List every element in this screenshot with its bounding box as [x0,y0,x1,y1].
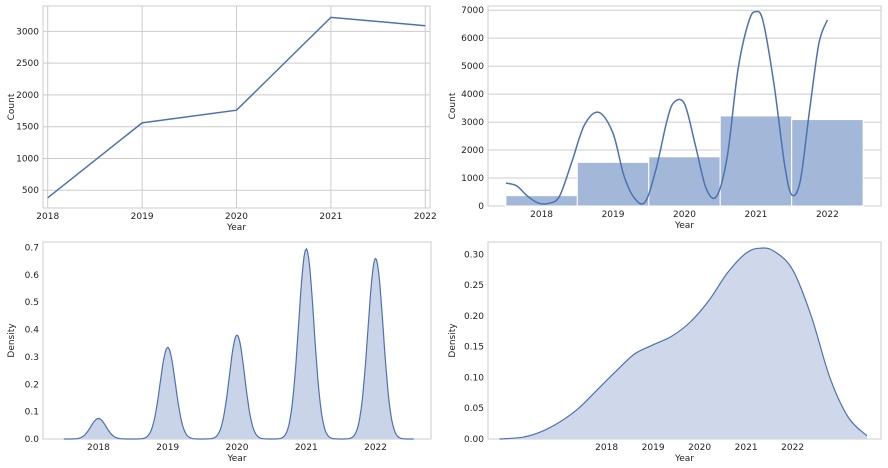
x-tick-label: 2022 [781,443,804,453]
y-tick-label: 2500 [16,59,39,69]
y-tick-label: 5000 [461,62,484,72]
x-tick-label: 2022 [816,210,839,220]
x-tick-label: 2018 [36,212,59,222]
x-tick-label: 2018 [87,443,110,453]
y-tick-label: 3000 [16,27,39,37]
y-tick-label: 0.30 [464,250,484,260]
y-tick-label: 0.3 [25,353,39,363]
chart-panel-4: 2018 2019 2020 2021 2022 0.00 0.05 0.10 0.15 0.20… [448,241,882,464]
chart-panel-2: 2018 2019 2020 2021 2022 0 1000 2000 3000 4000 500… [448,5,882,231]
y-tick-label: 0.20 [464,312,484,322]
kde-curve [505,10,829,205]
y-tick-label: 0.00 [464,435,484,445]
x-tick-label: 2022 [364,443,387,453]
x-tick-label: 2019 [156,443,179,453]
histogram-bar [648,156,721,207]
y-tick-label: 0.0 [25,435,40,445]
x-tick-label: 2021 [319,212,342,222]
y-tick-label: 2000 [16,91,39,101]
y-tick-label: 0.5 [25,298,39,308]
x-tick-label: 2020 [225,212,248,222]
x-tick-label: 2018 [530,210,553,220]
x-tick-label: 2021 [745,210,768,220]
y-tick-label: 1000 [16,154,39,164]
y-tick-label: 0.6 [25,271,40,281]
histogram-bar [576,161,650,207]
density-area-fill [63,248,414,439]
x-tick-label: 2022 [414,212,437,222]
x-tick-label: 2020 [673,210,696,220]
y-tick-label: 4000 [461,90,484,100]
density-curve [499,247,868,440]
y-tick-label: 1500 [16,123,39,133]
x-tick-label: 2021 [295,443,318,453]
y-tick-label: 1000 [461,174,484,184]
y-tick-label: 0.10 [464,373,484,383]
histogram-bar [791,119,864,207]
x-tick-label: 2020 [688,443,711,453]
y-tick-label: 0.1 [25,408,39,418]
y-tick-label: 0.2 [25,380,39,390]
x-axis-label: Year [674,454,694,464]
x-tick-label: 2019 [642,443,665,453]
density-curve [63,247,414,440]
y-tick-label: 6000 [461,34,484,44]
x-tick-label: 2019 [131,212,154,222]
density-area-fill [499,247,867,439]
y-tick-label: 0.05 [464,404,484,414]
x-tick-label: 2018 [595,443,618,453]
x-tick-label: 2020 [226,443,249,453]
chart-panel-3: 2018 2019 2020 2021 2022 0.0 0.1 0.2 0.3 0.4 0.5 0.… [7,241,432,464]
y-tick-label: 3000 [461,118,484,128]
y-tick-label: 0 [478,202,484,212]
y-tick-label: 0.4 [25,326,40,336]
x-axis-label: Year [674,221,694,231]
y-axis-label: Density [7,323,17,358]
y-tick-label: 500 [22,186,39,196]
x-axis-label: Year [226,223,246,233]
y-tick-label: 0.25 [464,281,484,291]
y-tick-label: 2000 [461,146,484,156]
y-axis-label: Count [7,93,17,120]
y-tick-label: 0.7 [25,243,39,253]
y-tick-label: 0.15 [464,343,484,353]
chart-panel-1: 2018 2019 2020 2021 2022 500 1000 1500 2000 2500 3… [7,5,437,233]
x-axis-label: Year [226,454,246,464]
y-axis-label: Count [448,92,458,119]
y-tick-label: 7000 [461,6,484,16]
x-tick-label: 2019 [602,210,625,220]
y-axis-label: Density [448,323,458,358]
x-tick-label: 2021 [735,443,758,453]
